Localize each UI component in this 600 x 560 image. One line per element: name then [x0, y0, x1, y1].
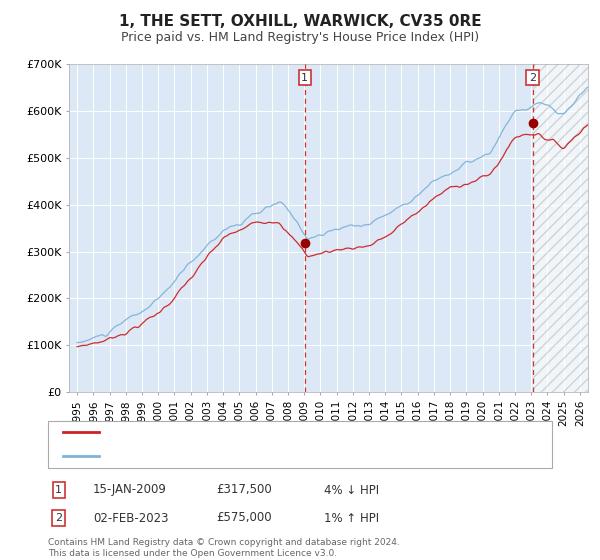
- Text: 4% ↓ HPI: 4% ↓ HPI: [324, 483, 379, 497]
- Text: 15-JAN-2009: 15-JAN-2009: [93, 483, 167, 497]
- Text: £317,500: £317,500: [216, 483, 272, 497]
- Text: 1, THE SETT, OXHILL, WARWICK, CV35 0RE (detached house): 1, THE SETT, OXHILL, WARWICK, CV35 0RE (…: [105, 427, 437, 437]
- Text: 02-FEB-2023: 02-FEB-2023: [93, 511, 169, 525]
- Text: £575,000: £575,000: [216, 511, 272, 525]
- Text: This data is licensed under the Open Government Licence v3.0.: This data is licensed under the Open Gov…: [48, 549, 337, 558]
- Text: 1% ↑ HPI: 1% ↑ HPI: [324, 511, 379, 525]
- Text: Price paid vs. HM Land Registry's House Price Index (HPI): Price paid vs. HM Land Registry's House …: [121, 31, 479, 44]
- Text: 1: 1: [301, 72, 308, 82]
- Text: 1, THE SETT, OXHILL, WARWICK, CV35 0RE: 1, THE SETT, OXHILL, WARWICK, CV35 0RE: [119, 14, 481, 29]
- Text: 1: 1: [55, 485, 62, 495]
- Text: 2: 2: [529, 72, 536, 82]
- Text: 2: 2: [55, 513, 62, 523]
- Text: Contains HM Land Registry data © Crown copyright and database right 2024.: Contains HM Land Registry data © Crown c…: [48, 538, 400, 547]
- Bar: [533, 64, 588, 392]
- Text: HPI: Average price, detached house, Stratford-on-Avon: HPI: Average price, detached house, Stra…: [105, 451, 404, 461]
